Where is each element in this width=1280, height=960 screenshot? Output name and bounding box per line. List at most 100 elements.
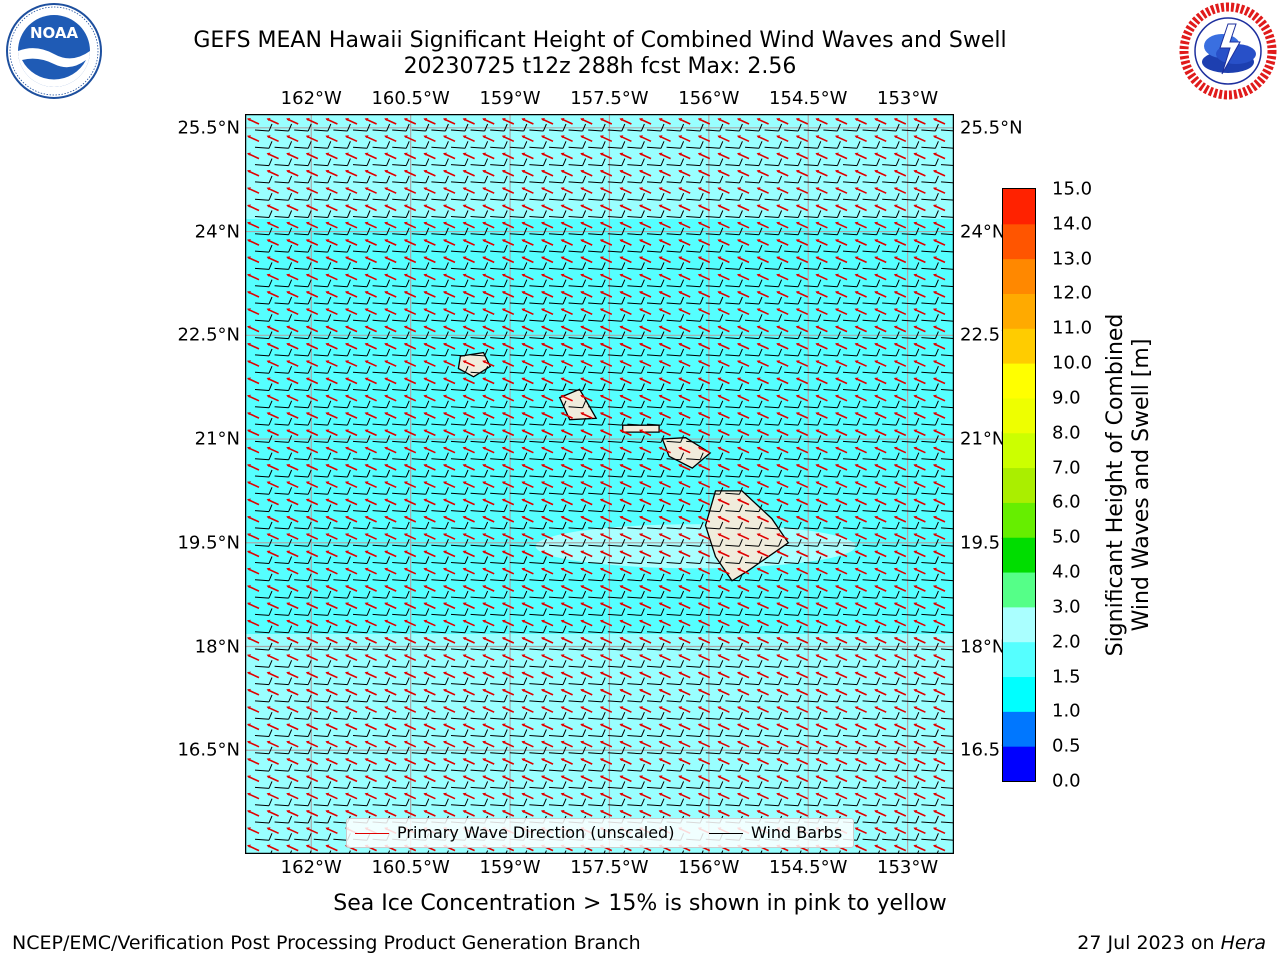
wind-barb	[529, 129, 544, 132]
wave-arrowhead	[639, 325, 643, 329]
wind-barb-flag	[386, 210, 391, 218]
wind-barb-flag	[268, 296, 273, 305]
wave-arrowhead	[286, 239, 291, 243]
wind-barb	[882, 440, 897, 443]
wave-arrowhead	[247, 360, 251, 364]
wind-barb-flag	[660, 175, 665, 184]
wave-arrowhead	[580, 221, 585, 225]
wind-barb	[470, 371, 485, 374]
wind-barb-flag	[621, 452, 626, 460]
wind-barb-flag	[405, 435, 410, 443]
wave-arrowhead	[776, 429, 781, 433]
wind-barb-flag	[327, 314, 332, 322]
wind-barb-flag	[523, 175, 528, 184]
wave-arrowhead	[443, 291, 447, 294]
wind-barb	[352, 302, 368, 305]
wind-barb	[411, 198, 426, 201]
wave-arrowhead	[325, 325, 330, 329]
wind-barb-flag	[915, 175, 920, 184]
wind-barb	[588, 267, 603, 270]
wind-barb-flag	[405, 452, 410, 460]
wave-arrowhead	[462, 377, 467, 381]
wind-barb	[784, 250, 799, 253]
wind-barb-flag	[366, 210, 371, 218]
wind-barb-flag	[346, 400, 351, 408]
wind-barb-flag	[738, 314, 743, 322]
wind-barb-flag	[444, 175, 449, 184]
wind-barb-flag	[425, 383, 430, 391]
wind-barb	[686, 423, 701, 426]
wave-arrowhead	[795, 412, 800, 416]
wind-barb-flag	[934, 123, 939, 132]
wind-barb-flag	[699, 417, 704, 426]
wind-barb	[921, 440, 936, 443]
wave-arrowhead	[854, 221, 859, 225]
wind-barb-flag	[719, 210, 724, 218]
wave-arrowhead	[776, 412, 781, 416]
wind-barb-flag	[738, 348, 743, 357]
wave-arrowhead	[874, 394, 879, 398]
wave-arrowhead	[345, 256, 349, 260]
wind-barb-flag	[346, 435, 351, 443]
wind-barb	[254, 285, 270, 288]
wave-arrowhead	[501, 273, 506, 277]
wind-barb-flag	[307, 314, 312, 322]
wind-barb	[842, 250, 858, 253]
wind-barb	[940, 216, 956, 218]
wind-barb-flag	[836, 262, 841, 270]
wind-barb-flag	[601, 348, 606, 357]
wave-arrowhead	[443, 429, 447, 433]
wind-barb	[901, 164, 916, 167]
wave-arrowhead	[737, 169, 741, 173]
wind-barb-flag	[503, 400, 508, 408]
wave-arrowhead	[560, 118, 565, 121]
wave-arrowhead	[913, 204, 918, 208]
wind-barb-flag	[895, 227, 900, 235]
wave-arrowhead	[756, 291, 761, 294]
wind-barb-flag	[405, 262, 410, 270]
wave-arrowhead	[678, 325, 683, 329]
wave-arrowhead	[854, 446, 859, 450]
wave-arrowhead	[247, 221, 251, 225]
wind-barb-flag	[366, 400, 371, 408]
wind-barb	[803, 181, 818, 184]
wind-barb-flag	[738, 262, 743, 270]
wind-barb-flag	[366, 452, 371, 460]
wind-barb-flag	[582, 158, 587, 166]
wind-barb-flag	[562, 348, 567, 357]
wind-barb-flag	[719, 279, 724, 287]
wind-barb	[274, 285, 289, 288]
wind-barb-flag	[680, 141, 685, 149]
wind-barb-flag	[797, 435, 802, 443]
wind-barb-flag	[503, 262, 508, 270]
wave-arrowhead	[835, 187, 839, 191]
wind-barb	[392, 440, 407, 443]
wind-barb-flag	[523, 331, 528, 339]
wind-barb	[313, 389, 328, 391]
wind-barb-flag	[778, 435, 783, 443]
wave-arrowhead	[835, 256, 839, 260]
wind-barb	[607, 285, 622, 288]
wind-barb	[842, 267, 858, 270]
wave-arrowhead	[345, 152, 349, 156]
wind-barb-flag	[758, 348, 763, 357]
wave-arrowhead	[560, 204, 565, 208]
wave-arrowhead	[658, 118, 663, 121]
wind-barb-flag	[934, 331, 939, 339]
wind-barb-flag	[386, 417, 391, 426]
wind-barb-flag	[797, 175, 802, 184]
wind-barb	[921, 233, 936, 236]
wave-arrowhead	[423, 204, 428, 208]
wind-barb-flag	[503, 193, 508, 201]
wind-barb-flag	[680, 383, 685, 391]
wind-barb	[431, 458, 446, 461]
wind-barb-flag	[778, 417, 783, 426]
wind-barb	[411, 216, 426, 218]
wave-arrowhead	[247, 377, 251, 381]
wind-barb	[607, 389, 622, 391]
wind-barb	[764, 406, 779, 409]
wind-barb-flag	[542, 296, 547, 305]
wave-arrowhead	[893, 325, 898, 329]
wave-arrowhead	[658, 187, 663, 191]
wind-barb-flag	[621, 244, 626, 253]
